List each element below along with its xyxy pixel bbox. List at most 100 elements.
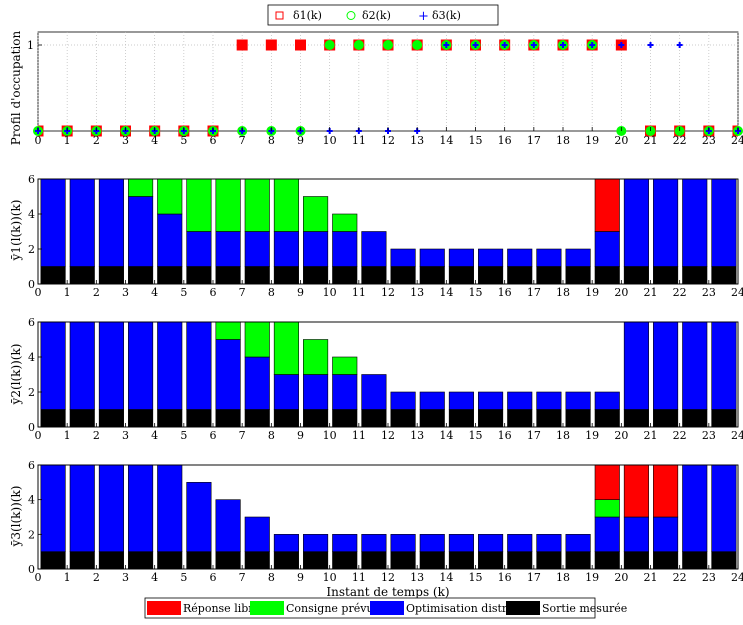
x-tick-label: 22 <box>673 429 687 442</box>
x-tick-label: 21 <box>644 571 658 584</box>
bar-segment <box>682 321 708 410</box>
bar-segment <box>390 534 416 552</box>
y-tick-label: 2 <box>28 386 35 399</box>
bar-segment <box>244 516 270 552</box>
bar-segment <box>40 409 66 428</box>
bar-segment <box>478 551 504 570</box>
x-tick-label: 12 <box>381 134 395 147</box>
y-tick-label: 4 <box>28 351 35 364</box>
x-tick-label: 2 <box>93 286 100 299</box>
bar-segment <box>128 409 154 428</box>
bar-segment <box>682 178 708 267</box>
bar-segment <box>128 551 154 570</box>
bar-segment <box>623 266 649 285</box>
x-tick-label: 24 <box>731 134 743 147</box>
x-tick-label: 13 <box>410 571 424 584</box>
x-tick-label: 8 <box>268 134 275 147</box>
bar-segment <box>69 266 95 285</box>
y-tick-label: 4 <box>28 494 35 507</box>
bar-segment <box>128 178 154 197</box>
delta2-marker <box>412 40 423 50</box>
legend-square-marker <box>275 11 284 20</box>
x-tick-label: 2 <box>93 571 100 584</box>
x-tick-label: 1 <box>64 286 71 299</box>
x-tick-label: 16 <box>498 429 512 442</box>
bar-segment <box>157 409 183 428</box>
bar-segment <box>273 178 299 232</box>
bar-segment <box>244 266 270 285</box>
bar-segment <box>332 231 358 267</box>
delta2-marker <box>353 40 364 50</box>
x-tick-label: 15 <box>469 429 483 442</box>
x-tick-label: 6 <box>210 429 217 442</box>
bar-segment <box>361 266 387 285</box>
bar-segment <box>303 534 329 552</box>
bar-segment <box>244 356 270 410</box>
x-tick-label: 16 <box>498 286 512 299</box>
bar-segment <box>186 409 212 428</box>
bar-segment <box>157 321 183 410</box>
bar-segment <box>536 534 562 552</box>
legend-plus-marker: + <box>418 9 429 24</box>
bar-segment <box>186 266 212 285</box>
legend-circle-marker <box>346 11 356 20</box>
x-tick-label: 10 <box>323 429 337 442</box>
x-tick-label: 13 <box>410 286 424 299</box>
bar-segment <box>215 409 241 428</box>
bar-segment <box>711 321 737 410</box>
y-tick-label: 0 <box>28 421 35 434</box>
bar-segment <box>478 248 504 267</box>
x-tick-label: 12 <box>381 429 395 442</box>
panel3-axes <box>37 464 739 570</box>
x-tick-label: 23 <box>702 571 716 584</box>
bar-segment <box>332 213 358 232</box>
x-tick-label: 21 <box>644 286 658 299</box>
x-tick-label: 24 <box>731 429 743 442</box>
bar-segment <box>536 551 562 570</box>
x-tick-label: 5 <box>180 134 187 147</box>
x-tick-label: 24 <box>731 571 743 584</box>
bar-segment <box>273 374 299 410</box>
bar-segment <box>98 551 124 570</box>
x-tick-label: 14 <box>439 134 453 147</box>
bar-segment <box>273 266 299 285</box>
x-tick-label: 0 <box>35 571 42 584</box>
bar-segment <box>273 551 299 570</box>
x-tick-label: 4 <box>151 286 158 299</box>
bar-segment <box>40 464 66 552</box>
panel0-ylabel: Profil d'occupation <box>9 30 23 145</box>
legend-swatch-green <box>250 601 284 615</box>
bar-segment <box>244 231 270 267</box>
legend-label-sortie: Sortie mesurée <box>542 602 627 615</box>
bar-segment <box>623 409 649 428</box>
xlabel: Instant de temps (k) <box>326 585 449 599</box>
bar-segment <box>594 266 620 285</box>
bar-segment <box>40 266 66 285</box>
panel3: 0 1 2 3 4 5 6 7 8 9 10 11 12 13 14 15 16 17 18 19 20 21 22 23 24… <box>28 459 743 584</box>
delta2-marker <box>324 40 335 50</box>
bar-segment <box>711 178 737 267</box>
bar-segment <box>69 464 95 552</box>
x-tick-label: 14 <box>439 571 453 584</box>
y-tick-label: 2 <box>28 528 35 541</box>
x-tick-label: 11 <box>352 429 366 442</box>
x-tick-label: 18 <box>556 134 570 147</box>
x-tick-label: 9 <box>297 571 304 584</box>
bar-segment <box>215 339 241 410</box>
x-tick-label: 17 <box>527 571 541 584</box>
x-tick-label: 22 <box>673 134 687 147</box>
bar-segment <box>594 551 620 570</box>
bar-segment <box>332 409 358 428</box>
x-tick-label: 22 <box>673 286 687 299</box>
bar-segment <box>361 534 387 552</box>
bar-segment <box>244 178 270 232</box>
bar-segment <box>536 391 562 410</box>
bar-segment <box>623 516 649 552</box>
bar-segment <box>507 266 533 285</box>
x-tick-label: 0 <box>35 429 42 442</box>
bar-segment <box>594 178 620 232</box>
bar-segment <box>69 178 95 267</box>
panel2-frame <box>37 321 739 428</box>
bar-segment <box>653 178 679 267</box>
